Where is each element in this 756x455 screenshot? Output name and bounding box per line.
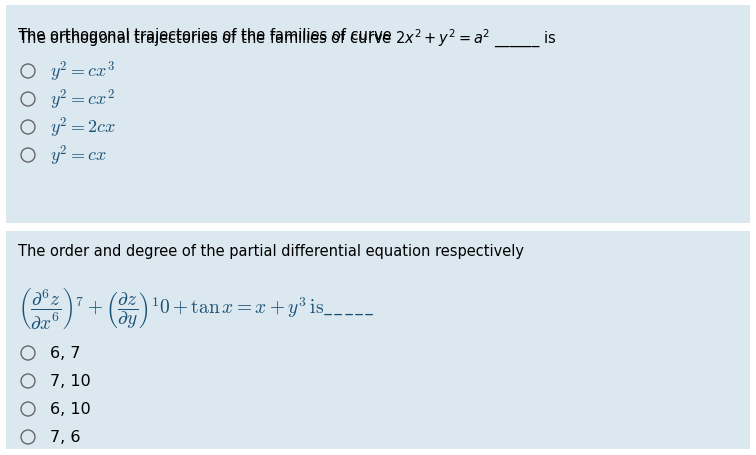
Text: $y^2 = cx$: $y^2 = cx$ <box>50 143 107 168</box>
Text: The order and degree of the partial differential equation respectively: The order and degree of the partial diff… <box>18 243 524 258</box>
Text: 6, 7: 6, 7 <box>50 346 80 361</box>
Text: 6, 10: 6, 10 <box>50 402 91 417</box>
FancyBboxPatch shape <box>6 6 750 223</box>
Text: 7, 6: 7, 6 <box>50 430 80 445</box>
Text: The orthogonal trajectories of the families of curve: The orthogonal trajectories of the famil… <box>18 28 396 43</box>
Text: $y^2 = cx^2$: $y^2 = cx^2$ <box>50 87 115 112</box>
Text: $\left(\dfrac{\partial^6 z}{\partial x^6}\right)^{7} + \left(\dfrac{\partial z}{: $\left(\dfrac{\partial^6 z}{\partial x^6… <box>18 285 374 330</box>
Text: The orthogonal trajectories of the families of curve $2x^2 + y^2 = a^2$ ______ i: The orthogonal trajectories of the famil… <box>18 28 556 50</box>
Text: $y^2 = cx^3$: $y^2 = cx^3$ <box>50 60 115 84</box>
Text: 7, 10: 7, 10 <box>50 374 91 389</box>
FancyBboxPatch shape <box>6 232 750 449</box>
Text: $y^2 = 2cx$: $y^2 = 2cx$ <box>50 116 116 140</box>
